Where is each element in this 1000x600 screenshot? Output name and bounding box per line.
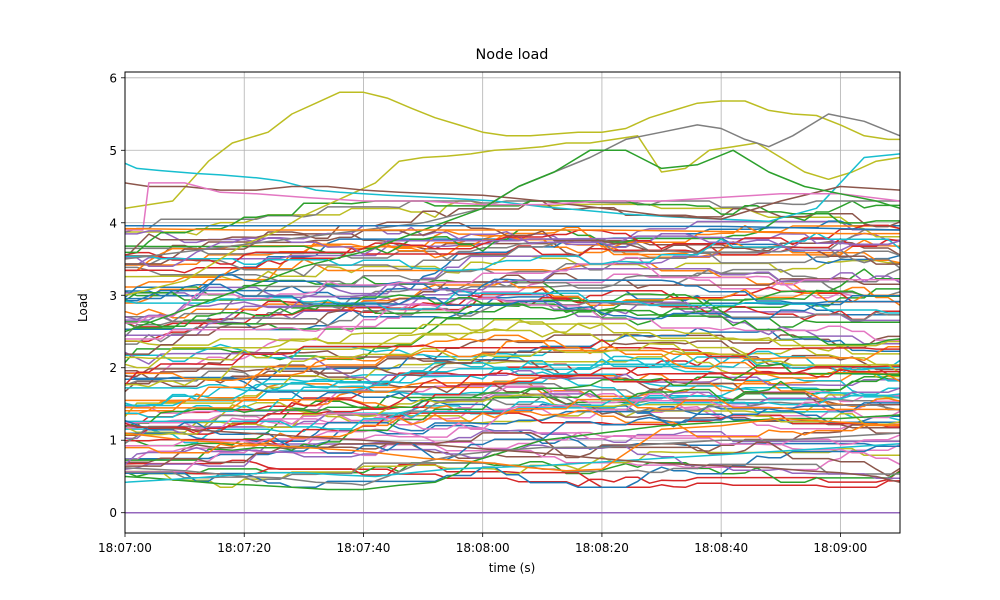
series-line-cyan-low (125, 443, 900, 484)
series-line-orange-low (125, 417, 900, 472)
series-line (125, 340, 900, 377)
y-axis-ticks: 0 1 2 3 4 5 6 (109, 71, 125, 520)
series-line-cyan-high (125, 153, 900, 223)
series-line (125, 406, 900, 430)
x-axis-label: time (s) (488, 561, 536, 575)
series-line (125, 374, 900, 461)
series-line (125, 290, 900, 331)
x-tick-label: 18:08:20 (575, 541, 629, 555)
series-line (125, 229, 900, 277)
series-line (125, 393, 900, 430)
series-line-green-high (125, 149, 900, 333)
series-line-brown-low (125, 424, 900, 484)
series-line-green-low (125, 414, 900, 491)
series-line-olive-peak (125, 91, 900, 210)
series-line-brown-high (125, 182, 900, 220)
x-tick-label: 18:08:00 (456, 541, 510, 555)
series-line (125, 368, 900, 433)
y-tick-label: 5 (109, 144, 117, 158)
plot-frame (124, 71, 901, 534)
series-line (125, 322, 900, 355)
series-line (125, 339, 900, 386)
y-tick-label: 2 (109, 361, 117, 375)
series-line (125, 224, 900, 265)
x-tick-label: 18:07:40 (337, 541, 391, 555)
series-lines (125, 91, 900, 514)
y-axis-label: Load (76, 293, 90, 322)
x-axis-ticks: 18:07:00 18:07:20 18:07:40 18:08:00 18:08:20… (98, 533, 867, 555)
series-line-pink-step (125, 182, 900, 231)
series-line (125, 290, 900, 330)
y-tick-label: 0 (109, 506, 117, 520)
series-line (125, 276, 900, 317)
series-line (125, 267, 900, 321)
series-line (125, 200, 900, 254)
series-line (125, 274, 900, 304)
x-tick-label: 18:07:00 (98, 541, 152, 555)
y-tick-label: 6 (109, 71, 117, 85)
series-line (125, 232, 900, 272)
series-line (125, 429, 900, 470)
series-line (125, 398, 900, 454)
series-line (125, 394, 900, 436)
series-line (125, 200, 900, 259)
x-tick-label: 18:07:20 (217, 541, 271, 555)
series-line (125, 350, 900, 406)
series-line-gray-low (125, 432, 900, 486)
series-line-olive-rise (125, 135, 900, 297)
y-tick-label: 3 (109, 289, 117, 303)
series-line (125, 431, 900, 477)
series-line (125, 298, 900, 345)
series-line (125, 297, 900, 341)
series-line (125, 321, 900, 375)
x-tick-label: 18:08:40 (694, 541, 748, 555)
chart-title: Node load (475, 47, 549, 63)
series-line (125, 235, 900, 267)
series-line (125, 362, 900, 428)
series-line (125, 399, 900, 438)
y-tick-label: 1 (109, 434, 117, 448)
series-line (125, 283, 900, 320)
series-line-blue-flat (125, 224, 900, 231)
series-line (125, 256, 900, 324)
y-tick-label: 4 (109, 216, 117, 230)
series-line (125, 272, 900, 355)
series-line-gray-high (125, 113, 900, 260)
x-tick-label: 18:09:00 (813, 541, 867, 555)
series-line (125, 459, 900, 487)
series-line (125, 318, 900, 369)
series-line (125, 342, 900, 388)
series-line-orange-flat (125, 227, 900, 235)
series-line (125, 289, 900, 314)
series-line (125, 385, 900, 414)
series-line (125, 350, 900, 417)
series-line (125, 339, 900, 412)
series-line (125, 279, 900, 319)
series-line (125, 412, 900, 447)
